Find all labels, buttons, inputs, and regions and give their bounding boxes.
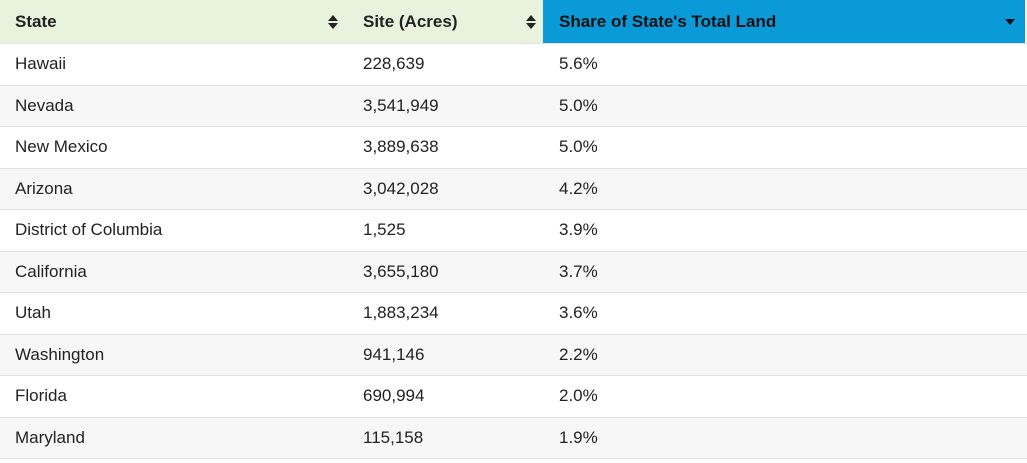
cell-share: 4.2% bbox=[559, 178, 598, 198]
cell-state: Arizona bbox=[15, 178, 73, 198]
column-header-label: State bbox=[15, 11, 57, 31]
table-row: Florida 690,994 2.0% bbox=[0, 376, 1027, 418]
cell-state: California bbox=[15, 261, 87, 281]
table-row: District of Columbia 1,525 3.9% bbox=[0, 210, 1027, 252]
table-row: Nevada 3,541,949 5.0% bbox=[0, 85, 1027, 127]
cell-site-acres: 941,146 bbox=[363, 344, 425, 364]
table-row: Hawaii 228,639 5.6% bbox=[0, 44, 1027, 86]
cell-share: 5.0% bbox=[559, 95, 598, 115]
cell-share: 1.9% bbox=[559, 427, 598, 447]
cell-site-acres: 3,655,180 bbox=[363, 261, 439, 281]
cell-share: 3.7% bbox=[559, 261, 598, 281]
cell-share: 3.9% bbox=[559, 220, 598, 240]
cell-share: 2.0% bbox=[559, 386, 598, 406]
cell-state: Utah bbox=[15, 303, 51, 323]
cell-state: New Mexico bbox=[15, 137, 108, 157]
table-body: Hawaii 228,639 5.6% Nevada 3,541,949 5.0… bbox=[0, 44, 1027, 459]
sort-up-down-icon bbox=[526, 14, 536, 29]
cell-state: Washington bbox=[15, 344, 105, 364]
column-header-label: Share of State's Total Land bbox=[559, 11, 777, 31]
cell-site-acres: 1,883,234 bbox=[363, 303, 439, 323]
cell-site-acres: 690,994 bbox=[363, 386, 425, 406]
cell-state: Nevada bbox=[15, 95, 74, 115]
column-header-label: Site (Acres) bbox=[363, 11, 458, 31]
cell-site-acres: 115,158 bbox=[363, 427, 424, 447]
cell-state: Florida bbox=[15, 386, 67, 406]
sort-up-down-icon bbox=[328, 14, 338, 29]
cell-state: District of Columbia bbox=[15, 220, 163, 240]
cell-site-acres: 1,525 bbox=[363, 220, 406, 240]
table-row: Utah 1,883,234 3.6% bbox=[0, 293, 1027, 335]
column-header-site-acres[interactable]: Site (Acres) bbox=[347, 0, 543, 43]
table-row: Washington 941,146 2.2% bbox=[0, 334, 1027, 376]
cell-share: 5.0% bbox=[559, 137, 598, 157]
cell-site-acres: 3,889,638 bbox=[363, 137, 439, 157]
table-row: New Mexico 3,889,638 5.0% bbox=[0, 127, 1027, 169]
cell-site-acres: 228,639 bbox=[363, 54, 425, 74]
table-row: Maryland 115,158 1.9% bbox=[0, 417, 1027, 459]
cell-site-acres: 3,042,028 bbox=[363, 178, 439, 198]
table-row: Arizona 3,042,028 4.2% bbox=[0, 168, 1027, 210]
sort-descending-icon bbox=[1005, 18, 1015, 25]
cell-share: 3.6% bbox=[559, 303, 598, 323]
cell-state: Maryland bbox=[15, 427, 85, 447]
table-header: State Site (Acres) Share of State's Tota… bbox=[0, 0, 1027, 44]
column-header-share[interactable]: Share of State's Total Land bbox=[543, 0, 1025, 43]
cell-site-acres: 3,541,949 bbox=[363, 95, 439, 115]
column-header-state[interactable]: State bbox=[0, 0, 347, 43]
cell-share: 5.6% bbox=[559, 54, 598, 74]
cell-state: Hawaii bbox=[15, 54, 67, 74]
table-row: California 3,655,180 3.7% bbox=[0, 251, 1027, 293]
cell-share: 2.2% bbox=[559, 344, 598, 364]
